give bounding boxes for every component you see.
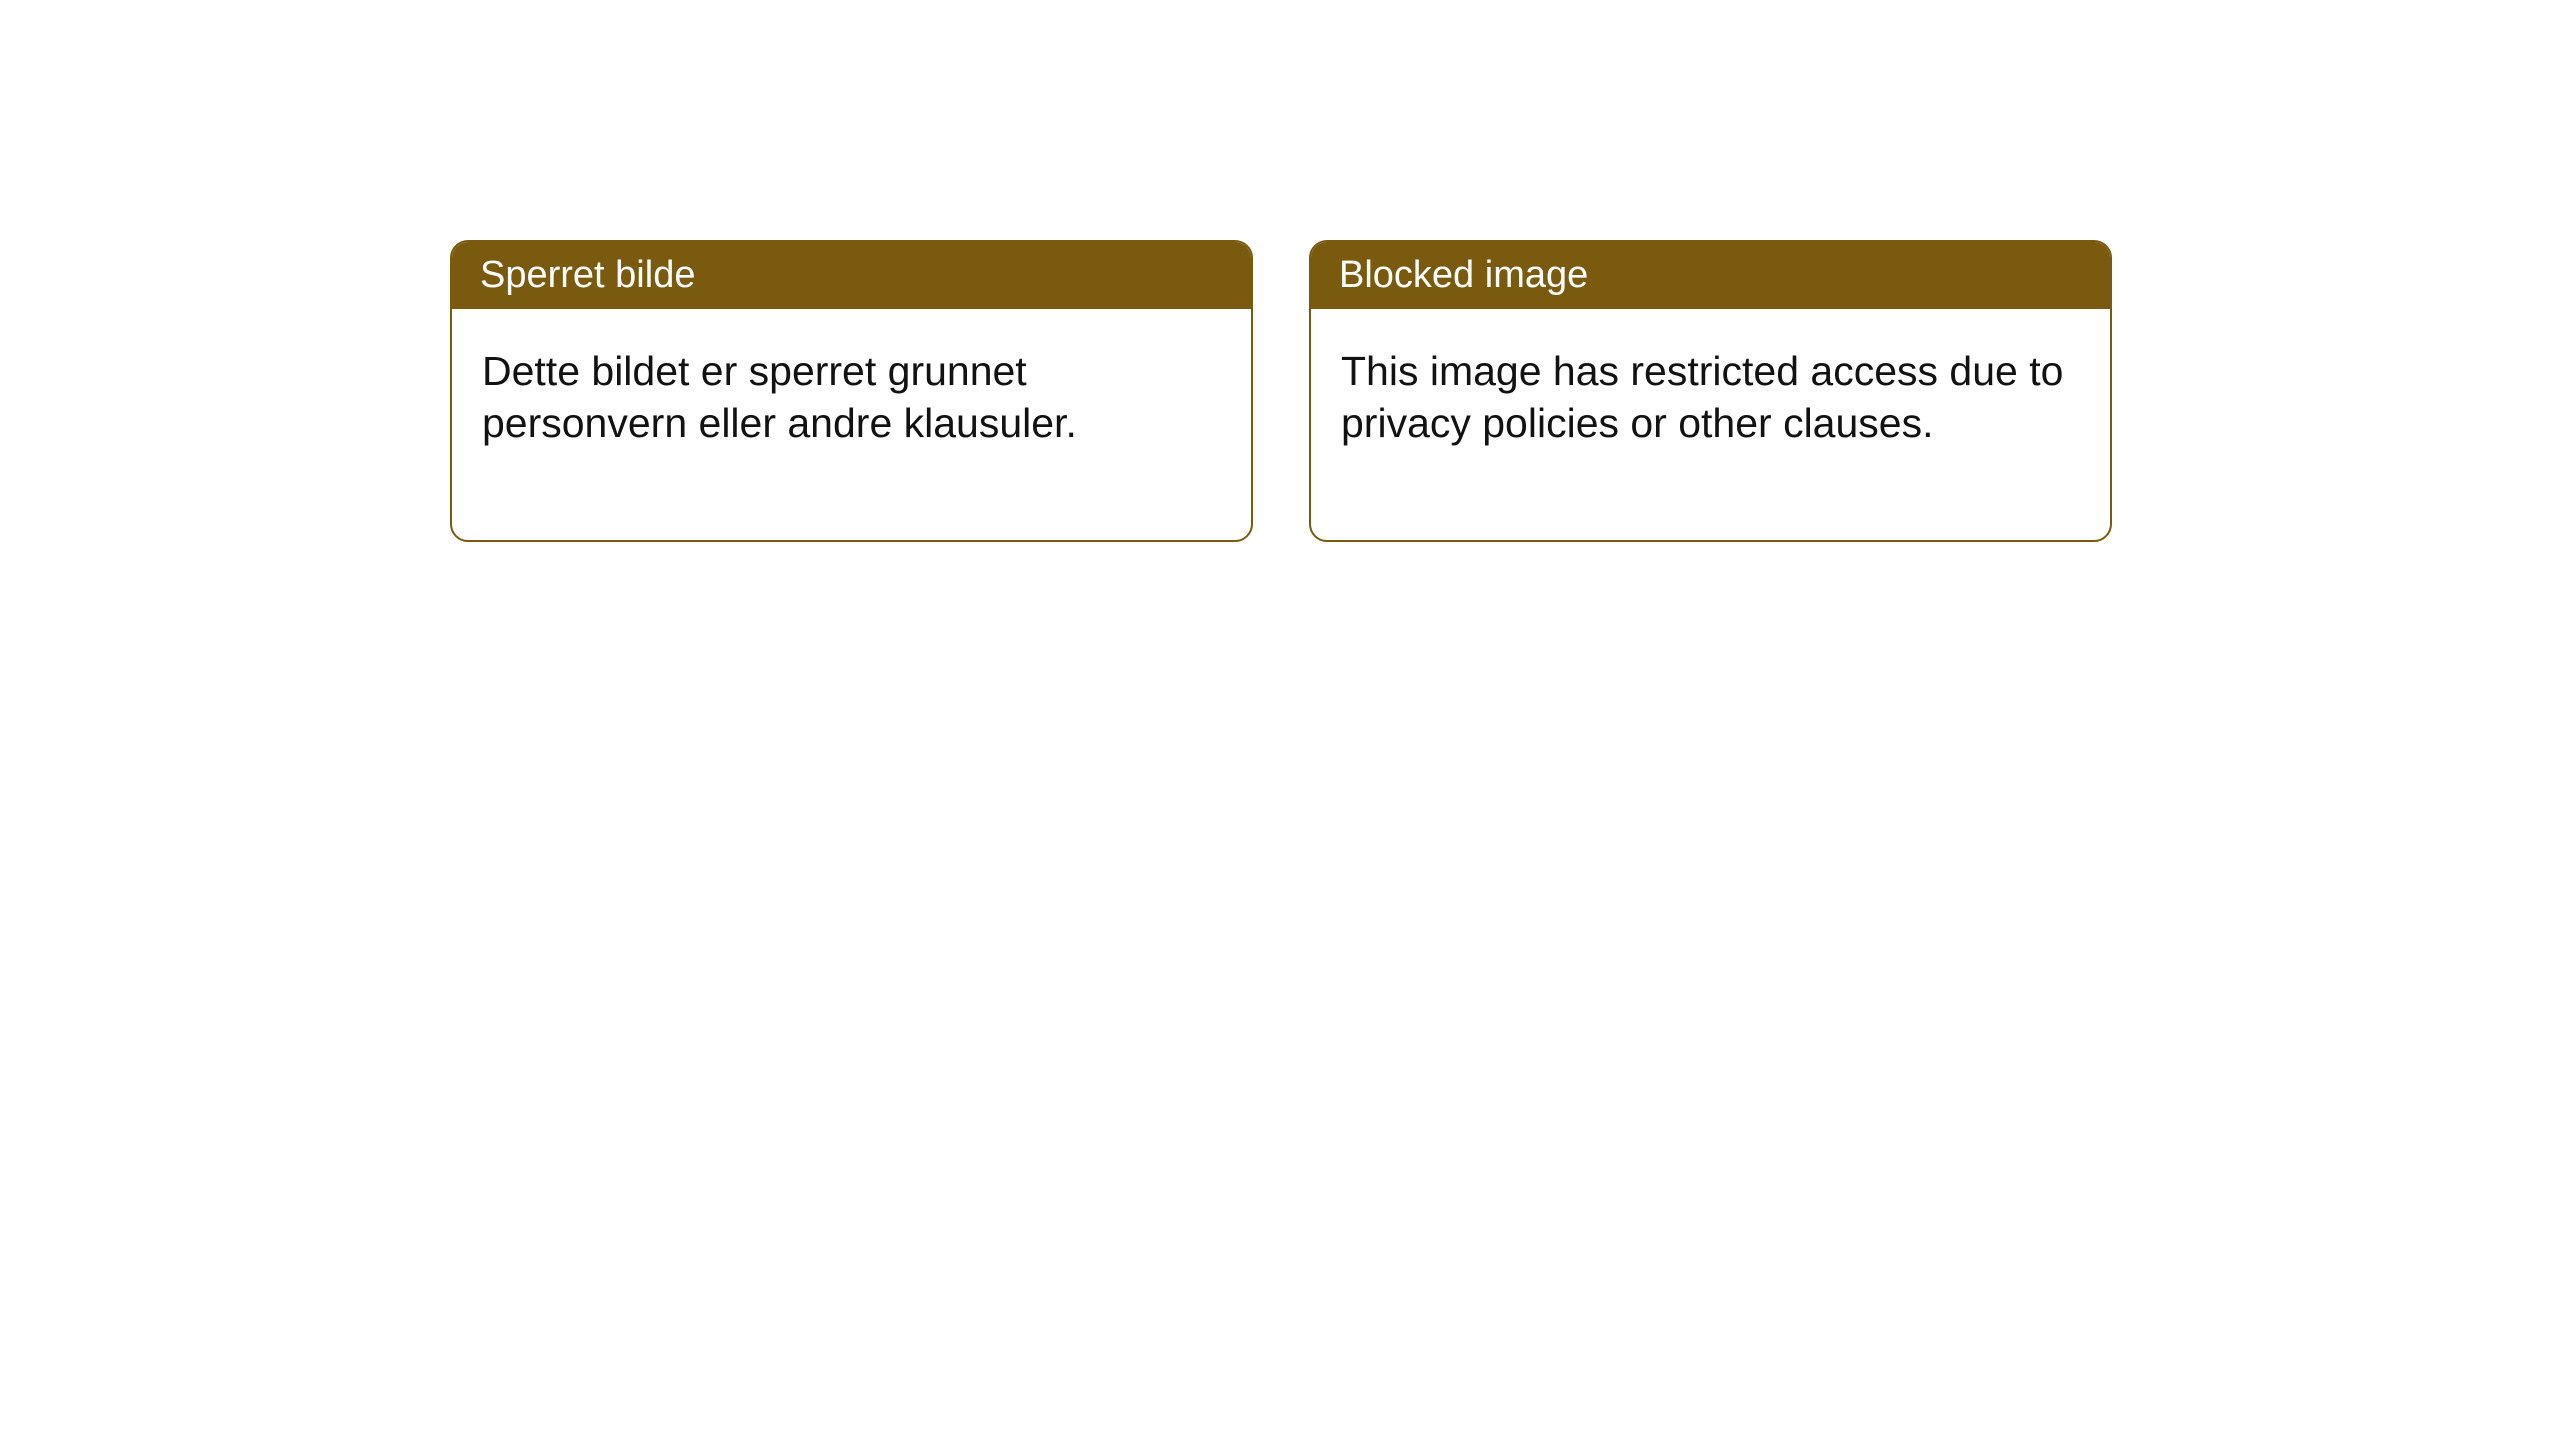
notice-card-english: Blocked image This image has restricted … — [1309, 240, 2112, 542]
notice-card-norwegian: Sperret bilde Dette bildet er sperret gr… — [450, 240, 1253, 542]
notice-title: Sperret bilde — [480, 254, 695, 296]
notice-card-row: Sperret bilde Dette bildet er sperret gr… — [450, 240, 2112, 542]
notice-title: Blocked image — [1339, 254, 1588, 296]
notice-body-text: Dette bildet er sperret grunnet personve… — [482, 348, 1077, 446]
notice-body: Dette bildet er sperret grunnet personve… — [452, 309, 1251, 540]
notice-header: Sperret bilde — [452, 242, 1251, 309]
notice-body: This image has restricted access due to … — [1311, 309, 2110, 540]
notice-header: Blocked image — [1311, 242, 2110, 309]
notice-body-text: This image has restricted access due to … — [1341, 348, 2063, 446]
